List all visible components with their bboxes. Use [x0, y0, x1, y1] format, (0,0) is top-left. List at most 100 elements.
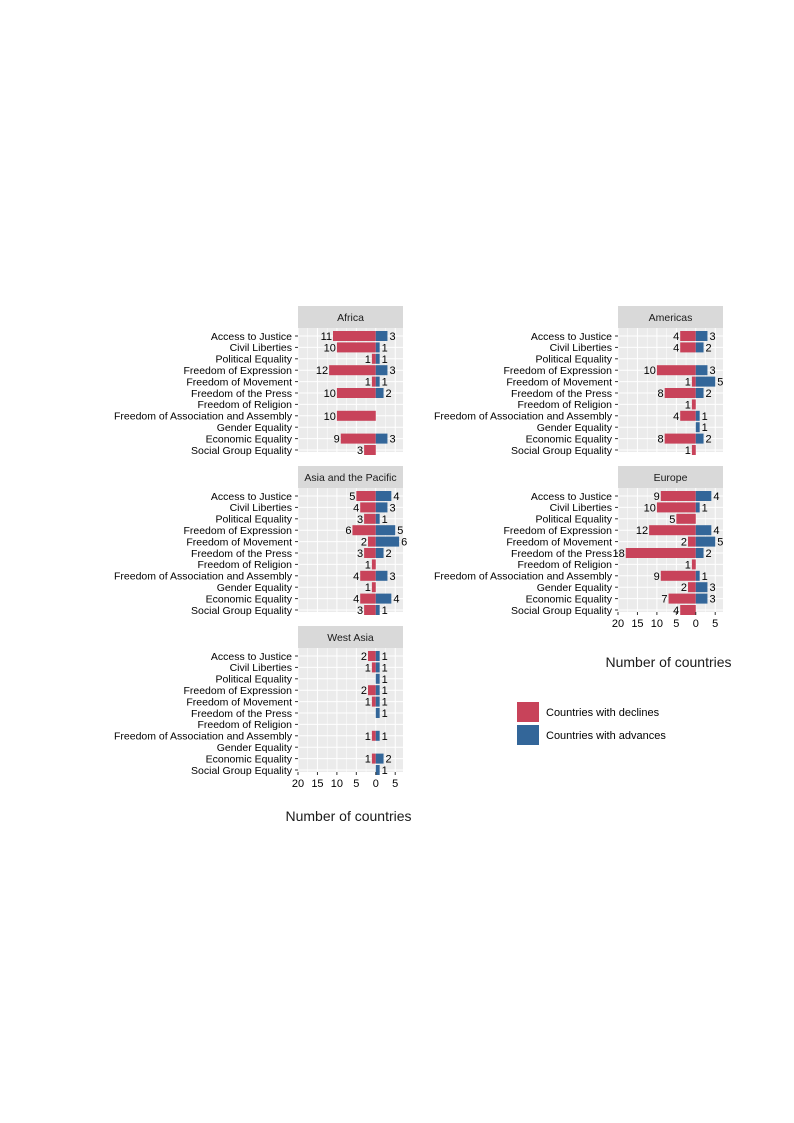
category-label: Freedom of Expression [183, 525, 292, 537]
data-label-decline: 1 [365, 354, 371, 366]
data-label-advance: 1 [382, 697, 388, 709]
bar-decline [660, 570, 696, 581]
bar-advance [375, 376, 380, 387]
data-label-advance: 3 [389, 571, 395, 583]
data-label-advance: 2 [706, 548, 712, 560]
bar-decline [360, 593, 376, 604]
bar-advance [695, 365, 708, 376]
category-label: Freedom of the Press [511, 548, 612, 560]
bar-advance [375, 342, 380, 353]
category-label: Freedom of Expression [183, 365, 292, 377]
bar-advance [375, 696, 380, 707]
bar-decline [371, 582, 376, 593]
strip-label-europe: Europe [654, 472, 688, 484]
strip-americas [618, 306, 723, 328]
category-label: Freedom of Association and Assembly [114, 571, 293, 583]
category-label: Gender Equality [537, 422, 613, 434]
bar-advance [375, 593, 392, 604]
bar-advance [695, 410, 700, 421]
category-label: Gender Equality [217, 582, 293, 594]
data-label-decline: 1 [365, 662, 371, 674]
legend-label-advances: Countries with advances [546, 730, 666, 742]
bar-decline [360, 502, 376, 513]
data-label-decline: 4 [673, 411, 679, 423]
data-label-advance: 1 [382, 342, 388, 354]
data-label-advance: 4 [393, 594, 399, 606]
data-label-advance: 1 [702, 422, 708, 434]
data-label-advance: 2 [386, 388, 392, 400]
category-label: Access to Justice [531, 491, 612, 503]
bar-advance [695, 422, 700, 433]
bar-decline [364, 548, 376, 558]
bar-advance [695, 593, 708, 604]
bar-decline [688, 536, 696, 547]
category-label: Social Group Equality [511, 445, 613, 457]
bar-advance [695, 582, 708, 593]
data-label-decline: 1 [365, 697, 371, 709]
legend-label-declines: Countries with declines [546, 707, 660, 719]
category-label: Freedom of Association and Assembly [434, 571, 613, 583]
category-label: Social Group Equality [191, 605, 293, 617]
category-label: Civil Liberties [230, 662, 292, 674]
x-tick-label: 15 [631, 618, 643, 630]
category-label: Civil Liberties [230, 342, 292, 354]
data-label-advance: 3 [389, 434, 395, 446]
bar-advance [375, 388, 384, 398]
category-label: Freedom of Expression [183, 685, 292, 697]
category-label: Civil Liberties [230, 502, 292, 514]
bar-advance [375, 548, 384, 558]
bar-advance [375, 491, 392, 501]
category-label: Economic Equality [526, 593, 613, 605]
data-label-advance: 3 [709, 594, 715, 606]
x-tick-label: 5 [353, 778, 359, 790]
data-label-decline: 1 [685, 445, 691, 457]
data-label-advance: 1 [382, 651, 388, 663]
data-label-decline: 2 [361, 651, 367, 663]
bar-decline [340, 433, 376, 444]
x-tick-label: 5 [673, 618, 679, 630]
category-label: Freedom of Religion [517, 399, 612, 411]
bar-advance [695, 536, 716, 547]
bar-advance [375, 331, 388, 341]
data-label-decline: 10 [644, 502, 656, 514]
bar-advance [375, 525, 396, 536]
bar-decline [336, 342, 376, 353]
category-label: Freedom of Religion [197, 559, 292, 571]
data-label-advance: 2 [386, 548, 392, 560]
category-label: Freedom of Expression [503, 365, 612, 377]
category-label: Freedom of the Press [511, 388, 612, 400]
bar-decline [691, 376, 696, 387]
data-label-advance: 1 [382, 674, 388, 686]
bar-advance [375, 365, 388, 376]
bar-decline [336, 410, 376, 421]
data-label-decline: 2 [361, 685, 367, 697]
category-label: Freedom of Association and Assembly [114, 411, 293, 423]
data-label-decline: 5 [349, 491, 355, 503]
data-label-decline: 3 [357, 514, 363, 526]
bar-advance [375, 651, 380, 661]
data-label-decline: 1 [365, 754, 371, 766]
strip-label-africa: Africa [337, 312, 364, 324]
bar-decline [688, 582, 696, 593]
data-label-decline: 4 [353, 571, 359, 583]
bar-advance [695, 502, 700, 513]
bar-decline [371, 696, 376, 707]
bar-advance [375, 765, 380, 775]
data-label-advance: 2 [706, 388, 712, 400]
x-tick-label: 5 [712, 618, 718, 630]
data-label-decline: 5 [669, 514, 675, 526]
bar-advance [375, 536, 400, 547]
data-label-advance: 1 [382, 731, 388, 743]
data-label-advance: 4 [713, 525, 719, 537]
bar-decline [680, 410, 696, 421]
bar-decline [668, 593, 696, 604]
bar-advance [375, 605, 380, 615]
bar-advance [695, 525, 712, 536]
bar-decline [656, 365, 696, 376]
category-label: Political Equality [536, 514, 613, 526]
strip-label-west-asia: West Asia [327, 632, 374, 644]
bar-decline [691, 399, 696, 410]
data-label-decline: 8 [658, 434, 664, 446]
bar-decline [680, 331, 696, 341]
